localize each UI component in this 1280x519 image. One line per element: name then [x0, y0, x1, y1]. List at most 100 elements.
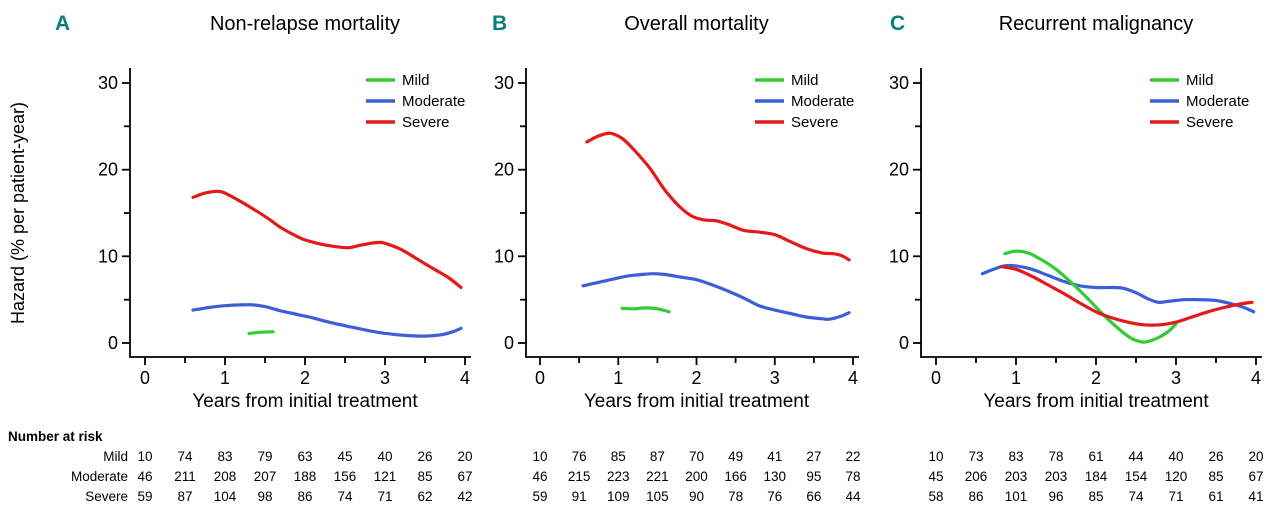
y-tick-label: 10 — [494, 246, 514, 266]
y-tick-label: 30 — [98, 73, 118, 93]
chart-non-relapse-mortality: 0 1 2 3 4 0 10 20 30 A Non-relapse mortality Years … — [8, 12, 471, 412]
legend-label-moderate: Moderate — [1186, 93, 1249, 110]
risk-count: 87 — [177, 489, 193, 504]
risk-count: 26 — [417, 449, 433, 464]
risk-count: 211 — [174, 469, 196, 484]
series-c-moderate — [980, 263, 1256, 314]
risk-count: 26 — [1208, 449, 1224, 464]
risk-count: 74 — [177, 449, 193, 464]
risk-count: 96 — [1048, 489, 1064, 504]
risk-count: 40 — [377, 449, 393, 464]
x-tick-label: 2 — [1091, 368, 1101, 388]
x-tick-label: 1 — [1011, 368, 1021, 388]
risk-count: 79 — [257, 449, 273, 464]
risk-count: 208 — [213, 469, 237, 484]
risk-count: 85 — [1088, 489, 1104, 504]
x-tick-label: 3 — [1171, 368, 1181, 388]
legend-label-severe: Severe — [1186, 114, 1234, 131]
risk-count: 203 — [1004, 469, 1028, 484]
risk-count: 76 — [767, 489, 783, 504]
risk-count: 154 — [1124, 469, 1148, 484]
legend-label-mild: Mild — [402, 72, 430, 89]
risk-count: 86 — [297, 489, 313, 504]
risk-count: 156 — [333, 469, 357, 484]
risk-count: 83 — [217, 449, 233, 464]
number-at-risk-section: Number at risk Mild Moderate Severe 10 74 83 7… — [0, 425, 1280, 519]
series-a-mild — [247, 330, 275, 336]
x-axis-label: Years from initial treatment — [584, 391, 810, 412]
risk-count: 85 — [417, 469, 433, 484]
risk-count: 85 — [1208, 469, 1224, 484]
series-c-severe — [1000, 265, 1254, 327]
risk-table-header: Number at risk — [8, 429, 103, 444]
risk-count: 45 — [928, 469, 944, 484]
risk-count: 71 — [377, 489, 393, 504]
B-axes — [525, 68, 859, 358]
risk-count: 59 — [137, 489, 153, 504]
risk-count: 74 — [1128, 489, 1144, 504]
risk-count: 166 — [724, 469, 747, 484]
y-tick-label: 30 — [889, 73, 909, 93]
legend-label-moderate: Moderate — [791, 93, 854, 110]
risk-count: 45 — [337, 449, 353, 464]
risk-count: 78 — [728, 489, 744, 504]
risk-count: 20 — [1248, 449, 1264, 464]
risk-count: 184 — [1084, 469, 1108, 484]
x-tick-label: 3 — [770, 368, 780, 388]
risk-count: 49 — [728, 449, 744, 464]
y-axis-label: Hazard (% per patient-year) — [8, 102, 28, 324]
x-axis-label: Years from initial treatment — [192, 391, 418, 412]
risk-count: 83 — [1008, 449, 1024, 464]
risk-count: 61 — [1208, 489, 1224, 504]
y-tick-label: 10 — [98, 246, 118, 266]
legend-label-severe: Severe — [402, 114, 450, 131]
risk-count: 61 — [1088, 449, 1104, 464]
x-tick-label: 1 — [613, 368, 623, 388]
risk-count: 215 — [567, 469, 591, 484]
risk-count: 10 — [532, 449, 548, 464]
risk-count: 66 — [806, 489, 822, 504]
risk-count: 71 — [1168, 489, 1184, 504]
x-tick-label: 4 — [460, 368, 470, 388]
x-tick-label: 0 — [535, 368, 545, 388]
risk-count: 10 — [928, 449, 944, 464]
risk-count: 44 — [1128, 449, 1144, 464]
series-a-severe — [191, 189, 463, 290]
risk-count: 223 — [606, 469, 630, 484]
y-tick-label: 30 — [494, 73, 514, 93]
panel-letter: C — [890, 12, 905, 35]
x-tick-label: 0 — [931, 368, 941, 388]
risk-row-label-mild: Mild — [103, 449, 128, 464]
series-b-severe — [585, 131, 851, 262]
risk-count: 63 — [297, 449, 313, 464]
series-a-moderate — [191, 303, 463, 338]
chart-overall-mortality: 0 1 2 3 4 0 10 20 30 B Overall mortality Years from… — [492, 12, 859, 412]
chart-title: Recurrent malignancy — [999, 13, 1194, 35]
chart-title: Overall mortality — [624, 13, 768, 35]
series-b-moderate — [581, 272, 851, 321]
y-tick-label: 20 — [98, 160, 118, 180]
risk-count: 70 — [688, 449, 705, 464]
risk-count: 74 — [337, 489, 353, 504]
legend-label-mild: Mild — [1186, 72, 1214, 89]
risk-count: 90 — [688, 489, 705, 504]
risk-count: 78 — [1048, 449, 1064, 464]
risk-count: 200 — [685, 469, 708, 484]
series-c-mild — [1003, 249, 1178, 344]
legend-label-moderate: Moderate — [402, 93, 465, 110]
risk-count: 78 — [845, 469, 861, 484]
x-tick-label: 2 — [691, 368, 701, 388]
risk-count: 188 — [293, 469, 317, 484]
risk-count: 27 — [806, 449, 822, 464]
risk-count: 87 — [649, 449, 665, 464]
x-tick-label: 0 — [140, 368, 150, 388]
risk-count: 67 — [457, 469, 473, 484]
risk-count: 58 — [928, 489, 944, 504]
risk-count: 207 — [253, 469, 277, 484]
x-tick-label: 4 — [1251, 368, 1261, 388]
risk-row-label-moderate: Moderate — [70, 469, 128, 484]
risk-count: 44 — [845, 489, 861, 504]
risk-count: 59 — [532, 489, 548, 504]
risk-count: 104 — [213, 489, 237, 504]
